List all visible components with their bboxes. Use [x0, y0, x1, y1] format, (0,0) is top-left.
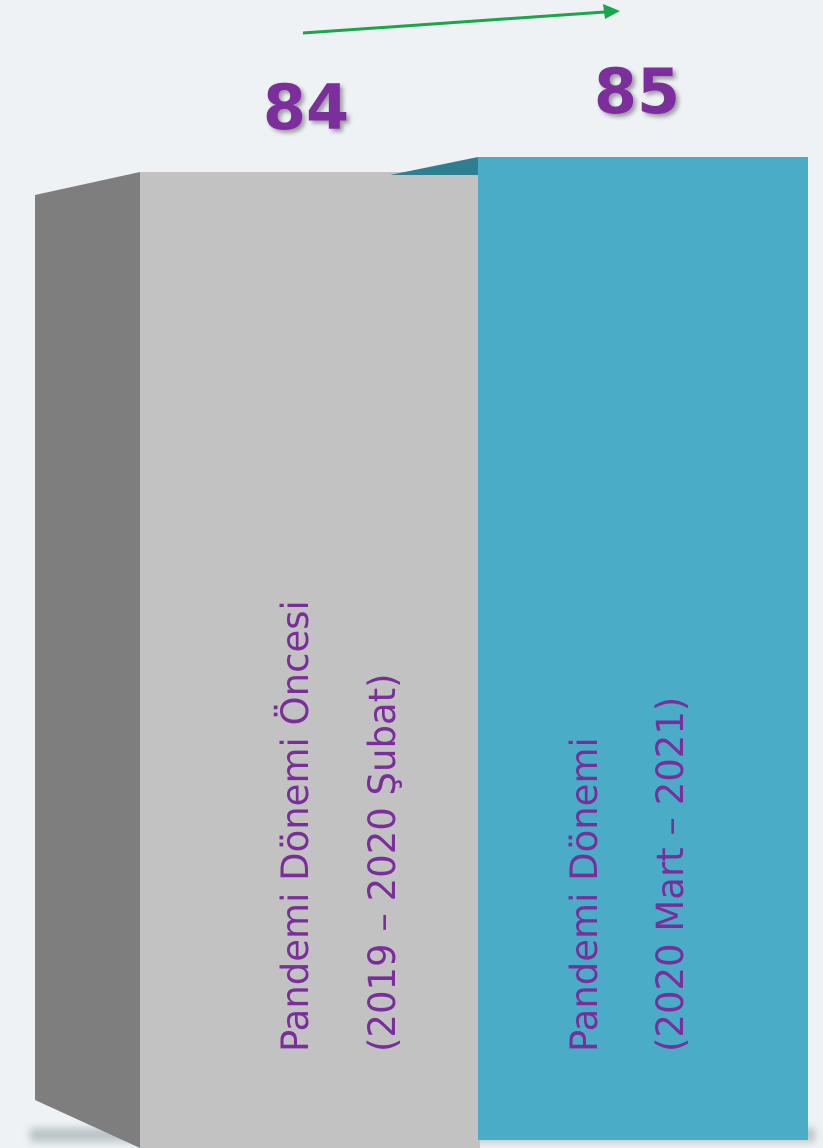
category-label-pre-pandemic-line1: Pandemi Dönemi Öncesi	[274, 600, 317, 1052]
category-label-pre-pandemic: Pandemi Dönemi Öncesi (2019 – 2020 Şubat…	[274, 600, 404, 1052]
bar-pre-pandemic-side	[35, 172, 140, 1148]
category-label-pandemic: Pandemi Dönemi (2020 Mart – 2021)	[563, 697, 692, 1052]
bar-pandemic-top	[390, 157, 478, 175]
value-label-pandemic: 85	[594, 55, 680, 128]
trend-arrow-icon	[302, 4, 620, 35]
bar-pandemic	[478, 157, 808, 1140]
bar-pre-pandemic	[140, 172, 480, 1148]
category-label-pandemic-line1: Pandemi Dönemi	[563, 737, 606, 1052]
category-label-pandemic-line2: (2020 Mart – 2021)	[649, 697, 692, 1052]
bar-group-pandemic	[390, 157, 808, 1140]
bar-group-pre-pandemic	[35, 172, 480, 1148]
value-label-pre-pandemic: 84	[263, 71, 349, 144]
category-label-pre-pandemic-line2: (2019 – 2020 Şubat)	[361, 673, 404, 1052]
